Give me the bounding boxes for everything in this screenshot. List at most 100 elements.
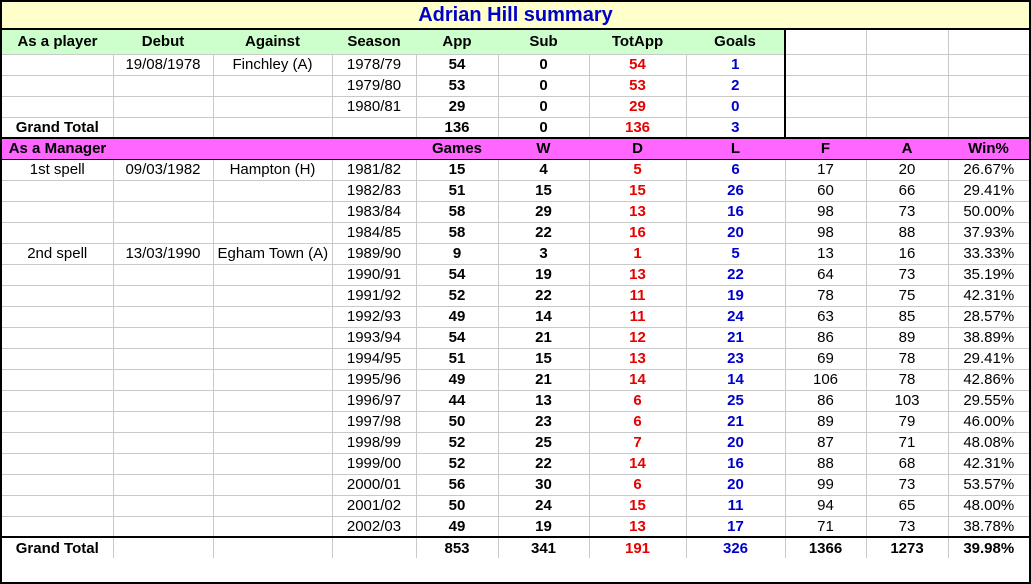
manager-data-cell	[2, 411, 114, 433]
player-data-cell: 54	[416, 54, 499, 76]
player-data-cell: 53	[589, 75, 687, 97]
player-data-cell: Finchley (A)	[213, 54, 333, 76]
manager-data-row: 1999/00 52 22 14 16 88 68 42.31%	[2, 453, 1029, 475]
player-grand-total-cell	[866, 117, 949, 139]
player-data-cell: 1979/80	[332, 75, 417, 97]
manager-data-cell: 63	[785, 306, 867, 328]
player-data-cell	[785, 54, 867, 76]
manager-data-cell: 1981/82	[332, 159, 417, 181]
manager-grand-total-cell: 1273	[866, 536, 949, 558]
manager-data-cell: 49	[416, 516, 499, 538]
manager-data-cell: 15	[416, 159, 499, 181]
manager-data-row: 1991/92 52 22 11 19 78 75 42.31%	[2, 285, 1029, 307]
player-grand-total-cell: Grand Total	[2, 117, 114, 139]
manager-data-row: 1990/91 54 19 13 22 64 73 35.19%	[2, 264, 1029, 286]
manager-data-row: 1994/95 51 15 13 23 69 78 29.41%	[2, 348, 1029, 370]
player-data-cell: 54	[589, 54, 687, 76]
manager-data-cell	[213, 306, 333, 328]
manager-data-cell: 1993/94	[332, 327, 417, 349]
manager-data-cell: 88	[866, 222, 949, 244]
manager-data-cell	[113, 411, 214, 433]
player-data-cell: 1978/79	[332, 54, 417, 76]
manager-data-cell	[2, 264, 114, 286]
player-data-cell: 1	[686, 54, 786, 76]
manager-data-cell: 16	[589, 222, 687, 244]
manager-data-cell: 13	[785, 243, 867, 265]
manager-data-cell: 106	[785, 369, 867, 391]
manager-data-cell: 6	[589, 390, 687, 412]
manager-grand-total-row: Grand Total 853 341 191 326 1366 1273 39.98%	[2, 536, 1029, 558]
manager-data-cell: 26.67%	[948, 159, 1029, 181]
player-data-cell	[113, 96, 214, 118]
manager-column-header-cell: L	[686, 138, 785, 160]
manager-column-header-cell	[113, 138, 213, 160]
manager-data-cell	[2, 327, 114, 349]
player-data-cell: 19/08/1978	[113, 54, 214, 76]
manager-data-cell: 1996/97	[332, 390, 417, 412]
manager-data-cell: 98	[785, 222, 867, 244]
player-data-cell	[866, 54, 949, 76]
manager-data-cell: 23	[686, 348, 786, 370]
manager-data-cell: 2002/03	[332, 516, 417, 538]
player-column-header-cell: Goals	[686, 30, 786, 55]
manager-data-cell: 54	[416, 264, 499, 286]
manager-data-cell: 22	[498, 222, 590, 244]
player-data-cell	[948, 54, 1029, 76]
manager-data-cell: 38.89%	[948, 327, 1029, 349]
manager-data-cell: 13	[498, 390, 590, 412]
manager-data-cell: 1983/84	[332, 201, 417, 223]
player-column-header-cell: App	[416, 30, 498, 55]
manager-data-cell: 12	[589, 327, 687, 349]
manager-data-cell: 99	[785, 474, 867, 496]
manager-data-cell	[213, 285, 333, 307]
manager-data-row: 2002/03 49 19 13 17 71 73 38.78%	[2, 516, 1029, 538]
manager-data-cell: 16	[686, 201, 786, 223]
manager-data-cell: 21	[686, 327, 786, 349]
manager-data-cell: Hampton (H)	[213, 159, 333, 181]
manager-data-cell: 52	[416, 285, 499, 307]
manager-data-cell: 1991/92	[332, 285, 417, 307]
summary-table: As a player Debut Against Season App Sub TotAp…	[2, 30, 1029, 558]
manager-data-cell	[2, 495, 114, 517]
manager-data-cell: 2001/02	[332, 495, 417, 517]
manager-data-cell	[213, 348, 333, 370]
manager-data-row: 2nd spell 13/03/1990 Egham Town (A) 1989/90…	[2, 243, 1029, 265]
manager-data-cell: 30	[498, 474, 590, 496]
manager-data-cell: 38.78%	[948, 516, 1029, 538]
manager-column-header-row: As a Manager Games W D L F A Win%	[2, 138, 1029, 160]
manager-data-cell	[113, 495, 214, 517]
manager-data-cell: 29.55%	[948, 390, 1029, 412]
manager-data-cell: 1992/93	[332, 306, 417, 328]
manager-data-cell	[2, 453, 114, 475]
manager-data-cell: 15	[498, 348, 590, 370]
manager-data-cell: 60	[785, 180, 867, 202]
manager-data-row: 1983/84 58 29 13 16 98 73 50.00%	[2, 201, 1029, 223]
manager-data-cell: 37.93%	[948, 222, 1029, 244]
manager-column-header-cell: A	[866, 138, 948, 160]
manager-data-cell: 79	[866, 411, 949, 433]
manager-data-row: 1982/83 51 15 15 26 60 66 29.41%	[2, 180, 1029, 202]
manager-data-cell: Egham Town (A)	[213, 243, 333, 265]
manager-data-cell	[2, 474, 114, 496]
manager-data-cell: 94	[785, 495, 867, 517]
player-column-header-cell: Sub	[498, 30, 589, 55]
manager-data-cell: 73	[866, 201, 949, 223]
manager-grand-total-cell	[113, 536, 214, 558]
player-grand-total-cell	[948, 117, 1029, 139]
manager-data-cell: 51	[416, 180, 499, 202]
manager-data-cell	[113, 453, 214, 475]
manager-data-cell	[113, 285, 214, 307]
manager-data-cell: 11	[589, 306, 687, 328]
player-data-cell	[866, 96, 949, 118]
manager-data-cell: 19	[686, 285, 786, 307]
manager-data-cell: 20	[686, 474, 786, 496]
manager-data-cell: 54	[416, 327, 499, 349]
manager-data-cell: 6	[589, 411, 687, 433]
manager-data-cell: 69	[785, 348, 867, 370]
manager-data-cell: 14	[589, 453, 687, 475]
manager-data-cell: 9	[416, 243, 499, 265]
manager-data-cell	[113, 327, 214, 349]
player-data-cell: 0	[498, 54, 590, 76]
manager-data-cell: 42.31%	[948, 453, 1029, 475]
manager-data-row: 1997/98 50 23 6 21 89 79 46.00%	[2, 411, 1029, 433]
